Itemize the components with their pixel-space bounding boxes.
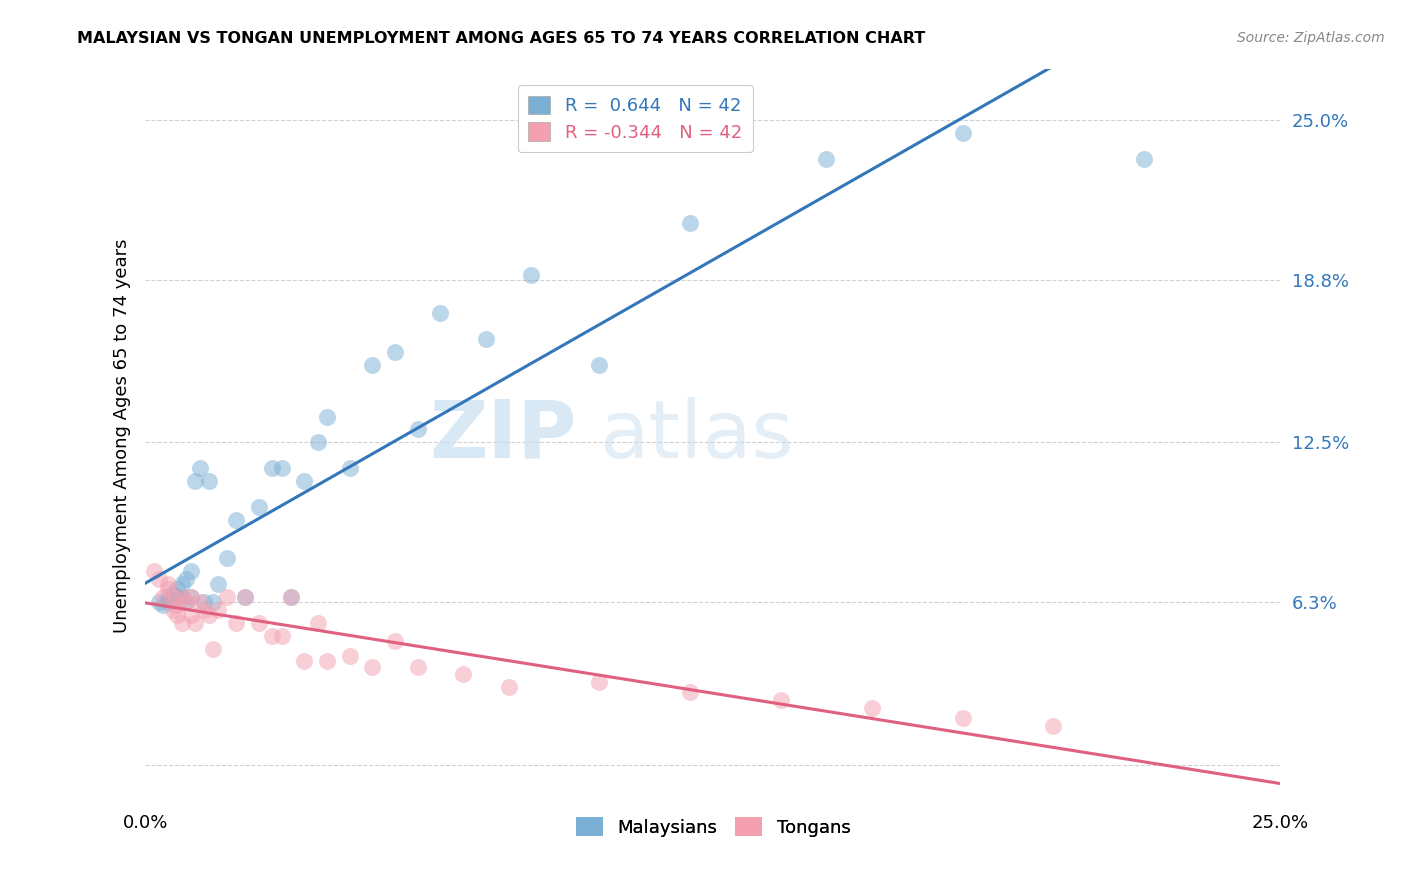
Point <box>815 152 838 166</box>
Point <box>498 680 520 694</box>
Point <box>307 435 329 450</box>
Point <box>406 422 429 436</box>
Point <box>180 608 202 623</box>
Point <box>262 629 284 643</box>
Point <box>174 572 197 586</box>
Point <box>180 564 202 578</box>
Text: MALAYSIAN VS TONGAN UNEMPLOYMENT AMONG AGES 65 TO 74 YEARS CORRELATION CHART: MALAYSIAN VS TONGAN UNEMPLOYMENT AMONG A… <box>77 31 925 46</box>
Point <box>184 615 207 630</box>
Point <box>233 590 256 604</box>
Point <box>270 461 292 475</box>
Point <box>225 615 247 630</box>
Point <box>148 595 170 609</box>
Point <box>207 603 229 617</box>
Point <box>952 711 974 725</box>
Point <box>451 667 474 681</box>
Point <box>152 598 174 612</box>
Point <box>952 126 974 140</box>
Point <box>280 590 302 604</box>
Point <box>180 590 202 604</box>
Point <box>270 629 292 643</box>
Point <box>188 461 211 475</box>
Point <box>588 675 610 690</box>
Point <box>769 693 792 707</box>
Point <box>292 655 315 669</box>
Point <box>156 595 179 609</box>
Point <box>148 572 170 586</box>
Point <box>1133 152 1156 166</box>
Point <box>180 590 202 604</box>
Point <box>162 603 184 617</box>
Point <box>361 358 384 372</box>
Text: ZIP: ZIP <box>429 397 576 475</box>
Point <box>166 590 188 604</box>
Point <box>225 513 247 527</box>
Point <box>193 595 215 609</box>
Point <box>316 409 339 424</box>
Point <box>162 587 184 601</box>
Point <box>384 345 406 359</box>
Point <box>233 590 256 604</box>
Point <box>156 582 179 597</box>
Point <box>202 641 225 656</box>
Point <box>198 474 221 488</box>
Text: atlas: atlas <box>599 397 794 475</box>
Point <box>188 595 211 609</box>
Point <box>280 590 302 604</box>
Point <box>679 216 702 230</box>
Point <box>170 590 193 604</box>
Point <box>207 577 229 591</box>
Point <box>174 595 197 609</box>
Point <box>520 268 543 282</box>
Point <box>184 474 207 488</box>
Point <box>193 603 215 617</box>
Point <box>429 306 451 320</box>
Point <box>247 615 270 630</box>
Point <box>475 332 498 346</box>
Point <box>202 595 225 609</box>
Point <box>143 564 166 578</box>
Text: Source: ZipAtlas.com: Source: ZipAtlas.com <box>1237 31 1385 45</box>
Point <box>307 615 329 630</box>
Point <box>679 685 702 699</box>
Point <box>170 615 193 630</box>
Point <box>860 701 883 715</box>
Point <box>384 633 406 648</box>
Point <box>215 590 238 604</box>
Legend: Malaysians, Tongans: Malaysians, Tongans <box>567 808 859 846</box>
Point <box>361 659 384 673</box>
Point <box>156 577 179 591</box>
Point <box>174 595 197 609</box>
Point <box>292 474 315 488</box>
Point <box>166 598 188 612</box>
Point <box>152 590 174 604</box>
Point <box>262 461 284 475</box>
Point <box>339 461 361 475</box>
Point <box>198 608 221 623</box>
Point <box>170 577 193 591</box>
Point <box>170 590 193 604</box>
Point <box>156 590 179 604</box>
Point <box>247 500 270 514</box>
Point <box>166 582 188 597</box>
Point <box>588 358 610 372</box>
Point <box>1042 719 1064 733</box>
Point <box>166 608 188 623</box>
Point <box>162 590 184 604</box>
Point <box>162 592 184 607</box>
Point <box>406 659 429 673</box>
Point <box>316 655 339 669</box>
Y-axis label: Unemployment Among Ages 65 to 74 years: Unemployment Among Ages 65 to 74 years <box>114 239 131 633</box>
Point <box>339 649 361 664</box>
Point <box>215 551 238 566</box>
